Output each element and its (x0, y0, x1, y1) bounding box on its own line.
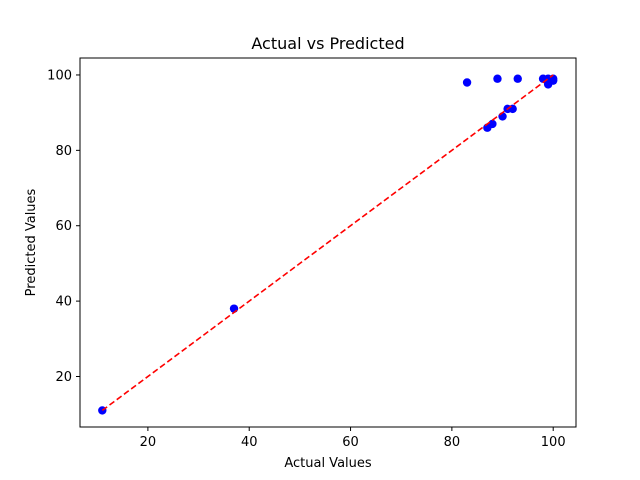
y-tick-label: 60 (55, 219, 72, 234)
data-point-2 (462, 78, 472, 87)
reference-line (101, 74, 554, 412)
y-tick-label: 80 (55, 144, 72, 159)
y-axis-label: Predicted Values (24, 188, 39, 296)
chart-title: Actual vs Predicted (251, 34, 404, 53)
data-point-8 (508, 104, 517, 114)
y-tick-label: 100 (47, 68, 72, 83)
x-tick-label: 20 (140, 435, 157, 450)
x-tick-label: 40 (241, 435, 258, 450)
x-tick-label: 60 (342, 435, 359, 450)
x-tick-label: 100 (541, 435, 566, 450)
x-axis-label: Actual Values (284, 456, 372, 471)
data-point-4 (488, 119, 497, 129)
y-tick-label: 20 (55, 370, 72, 385)
data-point-5 (493, 74, 502, 83)
x-tick-label: 80 (444, 435, 461, 450)
x-axis: 20 40 60 80 100 (140, 427, 566, 450)
data-point-9 (513, 74, 522, 83)
plot-frame (79, 57, 577, 428)
data-point-15 (549, 76, 558, 85)
y-tick-label: 40 (55, 295, 72, 310)
y-axis: 20 40 60 80 100 (47, 68, 80, 385)
plot-area (98, 74, 558, 415)
